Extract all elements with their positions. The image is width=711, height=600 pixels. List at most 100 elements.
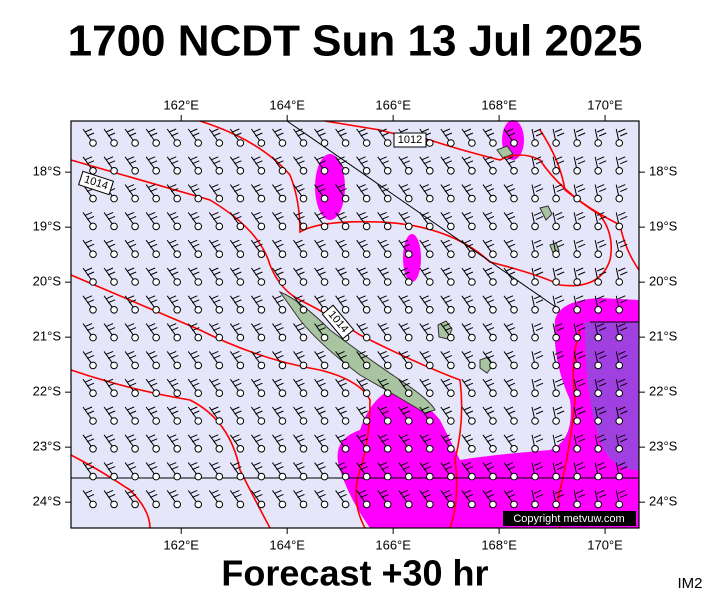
barb-station [173, 194, 181, 203]
barb-station [152, 333, 160, 342]
barb-station [194, 445, 203, 453]
barb-station [573, 389, 581, 398]
barb-station [194, 167, 203, 175]
barb-station [489, 389, 497, 398]
barb-station [299, 222, 308, 231]
barb-station [531, 500, 539, 509]
barb-station [194, 306, 203, 314]
barb-station [404, 361, 413, 370]
barb-station [257, 139, 266, 147]
barb-station [615, 306, 624, 314]
barb-station [573, 417, 581, 425]
barb-station [531, 139, 539, 147]
barb-station [152, 167, 160, 175]
barb-station [173, 500, 181, 509]
heavy-precipitation [585, 322, 639, 470]
lat-tick-label: 24°S [33, 494, 62, 509]
title: 1700 NCDT Sun 13 Jul 2025 [68, 17, 643, 66]
barb-station [426, 333, 434, 342]
barb-station [573, 472, 581, 481]
barb-station [404, 500, 413, 509]
barb-station [152, 139, 160, 147]
barb-station [468, 333, 476, 342]
barb-station [362, 445, 371, 453]
lat-tick-label: 21°S [33, 329, 62, 344]
barb-station [552, 389, 560, 398]
barb-station [489, 445, 497, 453]
barb-station [594, 445, 603, 453]
barb-station [404, 194, 413, 203]
barb-station [299, 250, 308, 258]
barb-station [404, 222, 413, 231]
barb-station [383, 250, 392, 258]
barb-station [278, 445, 287, 453]
barb-station [573, 139, 581, 147]
barb-station [404, 250, 413, 258]
lon-tick-label: 164°E [269, 97, 305, 112]
map-frame [70, 120, 640, 529]
barb-station [320, 445, 329, 453]
barb-station [447, 194, 455, 203]
barb-station [489, 139, 497, 147]
barb-station [341, 194, 350, 203]
barb-station [531, 472, 539, 481]
barb-station [552, 139, 560, 147]
barb-station [362, 361, 371, 370]
barb-station [257, 194, 266, 203]
barb-station [110, 278, 118, 286]
barb-station [552, 333, 560, 342]
barb-station [236, 250, 245, 258]
barb-station [131, 194, 139, 203]
barb-station [594, 250, 603, 258]
barb-station [152, 389, 160, 398]
lat-tick-label: 18°S [33, 164, 62, 179]
barb-station [194, 333, 203, 342]
barb-station [320, 500, 329, 509]
barb-station [615, 445, 624, 453]
barb-station [468, 361, 476, 370]
barb-station [173, 306, 181, 314]
barb-station [320, 333, 329, 342]
barb-station [489, 361, 497, 370]
barb-station [110, 389, 118, 398]
barb-station [594, 417, 603, 425]
barb-station [510, 222, 518, 231]
barb-station [89, 472, 97, 481]
barb-station [215, 306, 224, 314]
barb-station [510, 389, 518, 398]
barb-station [320, 278, 329, 286]
barb-station [173, 222, 181, 231]
barb-station [215, 445, 224, 453]
barb-station [510, 472, 518, 481]
barb-station [362, 306, 371, 314]
barb-station [552, 222, 560, 231]
barb-station [131, 250, 139, 258]
isobar-labels: 1012 1014 1014 [77, 132, 427, 340]
barb-station [299, 445, 308, 453]
barb-station [489, 333, 497, 342]
barb-station [468, 445, 476, 453]
barb-station [531, 167, 539, 175]
barb-station [447, 500, 455, 509]
barb-station [131, 167, 139, 175]
barb-station [320, 361, 329, 370]
copyright-box [503, 511, 636, 526]
lat-tick-label: 23°S [33, 439, 62, 454]
lat-tick-label: 21°S [649, 329, 678, 344]
barb-station [257, 222, 266, 231]
barb-station [594, 306, 603, 314]
barb-station [89, 250, 97, 258]
barb-station [299, 278, 308, 286]
lat-tick-label: 19°S [649, 219, 678, 234]
barb-station [89, 139, 97, 147]
barb-station [362, 278, 371, 286]
barb-station [447, 417, 455, 425]
barb-station [152, 222, 160, 231]
barb-station [594, 333, 603, 342]
barb-station [362, 250, 371, 258]
barb-station [320, 417, 329, 425]
barb-station [320, 389, 329, 398]
barb-station [362, 417, 371, 425]
barb-station [341, 472, 350, 481]
barb-station [489, 167, 497, 175]
